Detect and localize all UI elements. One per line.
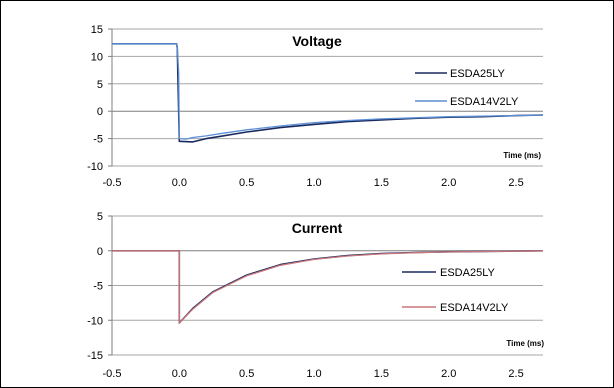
voltage-y-tick-label: 0 [97, 106, 103, 118]
voltage-title: Voltage [292, 33, 342, 49]
current-x-tick-label: 0.0 [172, 368, 187, 380]
voltage-series-line-esda14v2ly [112, 43, 544, 140]
voltage-x-tick-label: 0.0 [172, 177, 187, 189]
current-y-tick-label: -15 [87, 350, 103, 362]
voltage-x-tick-label: 1.0 [306, 177, 321, 189]
current-title: Current [292, 220, 343, 236]
voltage-x-tick-label: -0.5 [103, 177, 122, 189]
current-y-tick-label: 0 [97, 246, 103, 258]
voltage-y-tick-label: 15 [91, 24, 103, 36]
current-x-axis-label: Time (ms) [506, 339, 544, 348]
voltage-x-tick-label: 0.5 [239, 177, 254, 189]
current-legend-label: ESDA14V2LY [440, 302, 509, 314]
voltage-y-tick-label: -10 [87, 161, 103, 173]
current-legend-label: ESDA25LY [440, 267, 495, 279]
voltage-legend-label: ESDA14V2LY [450, 96, 519, 108]
voltage-x-tick-label: 2.0 [441, 177, 456, 189]
voltage-x-tick-label: 1.5 [374, 177, 389, 189]
voltage-x-tick-label: 2.5 [508, 177, 523, 189]
current-x-tick-label: -0.5 [103, 368, 122, 380]
current-x-tick-label: 2.0 [441, 368, 456, 380]
current-chart: 5 0 -5 -10 -15-0.5 0.0 0.5 1.0 1.5 2.0 2.5 Time (ms… [87, 211, 544, 380]
current-x-tick-label: 1.5 [374, 368, 389, 380]
voltage-chart: 15 10 5 0 -5 -10-0.5 0.0 0.5 1.0 1.5 2.0 2.5 Time (m… [87, 24, 544, 189]
current-y-tick-label: -10 [87, 315, 103, 327]
voltage-y-tick-label: 5 [97, 79, 103, 91]
voltage-x-axis-label: Time (ms) [503, 151, 541, 160]
current-y-tick-label: -5 [93, 281, 103, 293]
current-y-tick-label: 5 [97, 211, 103, 223]
voltage-legend-label: ESDA25LY [450, 68, 505, 80]
current-x-tick-label: 0.5 [239, 368, 254, 380]
current-x-tick-label: 1.0 [306, 368, 321, 380]
current-x-tick-label: 2.5 [508, 368, 523, 380]
current-series-line-esda14v2ly [112, 250, 544, 324]
voltage-y-tick-label: -5 [93, 134, 103, 146]
voltage-y-tick-label: 10 [91, 51, 103, 63]
